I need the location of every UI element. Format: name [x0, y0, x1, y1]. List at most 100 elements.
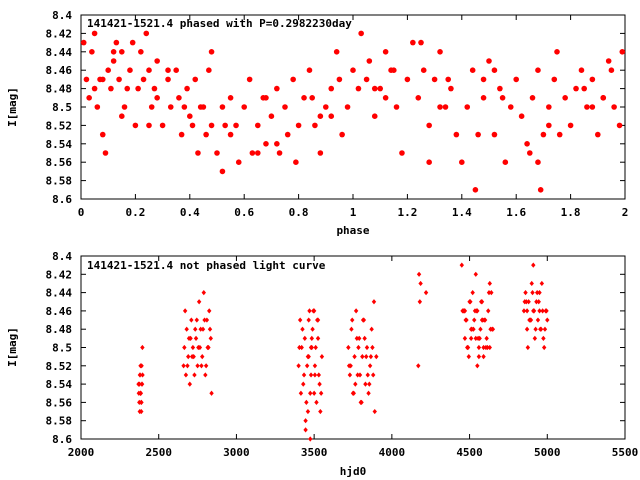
data-point: [344, 104, 351, 110]
data-point: [91, 85, 98, 92]
x-tick-label: 4500: [456, 446, 483, 459]
data-point: [487, 344, 492, 351]
data-point: [350, 317, 355, 323]
data-point: [357, 372, 363, 378]
data-point: [89, 49, 95, 55]
data-point: [475, 363, 480, 369]
data-point: [328, 113, 335, 119]
data-point: [233, 122, 239, 129]
data-point: [110, 58, 117, 64]
data-point: [417, 299, 423, 305]
data-point: [426, 159, 432, 165]
phased-plot-frame: [80, 14, 626, 200]
y-tick-label: 8.56: [46, 156, 73, 169]
data-point: [159, 122, 166, 129]
data-point: [205, 344, 210, 351]
data-point: [371, 299, 377, 305]
data-point: [462, 335, 468, 341]
data-point: [529, 280, 534, 287]
data-point: [371, 113, 378, 119]
data-point: [284, 131, 291, 138]
data-point: [442, 104, 449, 110]
data-point: [203, 372, 208, 378]
data-point: [195, 363, 200, 369]
data-point: [83, 76, 90, 83]
data-point: [472, 187, 479, 193]
data-point: [534, 290, 540, 296]
y-tick-label: 8.58: [46, 175, 73, 188]
data-point: [507, 104, 514, 110]
data-point: [462, 308, 468, 314]
data-point: [204, 317, 210, 323]
y-tick-label: 8.44: [46, 46, 73, 59]
data-point: [306, 67, 313, 73]
data-point: [302, 335, 308, 341]
data-point: [358, 30, 364, 37]
data-point: [489, 290, 494, 296]
phased-axis-ticks: 0 0.2 0.4 0.6 0.8 1 1.2 1.4 1.6 1.8 2 8.4 8.42 8.44 8.…: [46, 9, 629, 219]
data-point: [393, 104, 400, 110]
data-point: [195, 150, 201, 156]
data-point: [190, 344, 196, 351]
data-point: [235, 159, 242, 165]
data-point: [356, 344, 361, 351]
data-point: [137, 372, 143, 378]
phased-chart-title: 141421-1521.4 phased with P=0.2982230day: [87, 17, 352, 30]
data-point: [318, 390, 324, 396]
data-point: [184, 85, 190, 92]
data-point: [199, 363, 204, 369]
data-point: [108, 85, 114, 92]
data-point: [524, 141, 530, 147]
data-point: [121, 104, 128, 110]
data-point: [581, 85, 587, 92]
data-point: [545, 317, 550, 323]
data-point: [184, 326, 189, 332]
unphased-data-points: [136, 262, 550, 442]
data-point: [354, 335, 360, 341]
data-point: [416, 271, 422, 277]
data-point: [355, 372, 360, 378]
y-tick-label: 8.56: [46, 396, 73, 409]
data-point: [137, 381, 142, 387]
data-point: [146, 67, 152, 73]
x-tick-label: 1.8: [561, 206, 581, 219]
data-point: [535, 67, 541, 73]
y-tick-label: 8.52: [46, 360, 73, 373]
data-point: [274, 85, 280, 92]
data-point: [526, 299, 531, 305]
data-point: [470, 290, 475, 296]
data-point: [276, 150, 283, 156]
data-point: [399, 150, 405, 156]
data-point: [328, 85, 335, 92]
data-point: [554, 49, 560, 55]
data-point: [301, 372, 307, 378]
data-point: [183, 372, 189, 378]
y-tick-label: 8.54: [46, 138, 73, 151]
data-point: [315, 317, 321, 323]
y-tick-label: 8.42: [46, 27, 73, 40]
data-point: [567, 122, 574, 129]
data-point: [353, 381, 358, 387]
x-tick-label: 1: [350, 206, 357, 219]
data-point: [542, 326, 548, 332]
data-point: [491, 67, 498, 73]
data-point: [481, 354, 486, 360]
data-point: [198, 326, 203, 332]
data-point: [540, 308, 545, 314]
data-point: [192, 76, 199, 83]
y-tick-label: 8.6: [52, 193, 72, 206]
data-point: [140, 372, 145, 378]
data-point: [453, 131, 460, 138]
data-point: [468, 335, 474, 341]
data-point: [165, 76, 171, 83]
data-point: [119, 113, 125, 119]
data-point: [371, 372, 376, 378]
data-point: [303, 427, 308, 433]
data-point: [301, 95, 307, 101]
data-point: [203, 363, 209, 369]
data-point: [187, 113, 193, 119]
data-point: [437, 49, 443, 55]
data-point: [309, 335, 315, 341]
data-point: [227, 131, 234, 138]
